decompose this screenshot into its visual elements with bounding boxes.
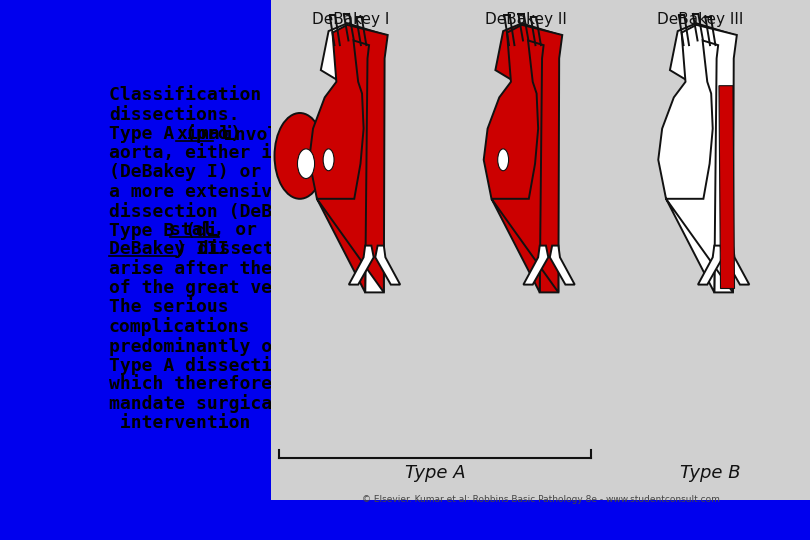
Text: DeBakey II: DeBakey II <box>484 12 567 27</box>
Text: ximal): ximal) <box>176 125 241 143</box>
Text: DeBakey I: DeBakey I <box>313 12 390 27</box>
Polygon shape <box>321 23 386 82</box>
Text: (DeBakey I) or as part of: (DeBakey I) or as part of <box>109 164 381 181</box>
Polygon shape <box>349 246 373 285</box>
Text: mandate surgical: mandate surgical <box>109 394 283 413</box>
Polygon shape <box>539 82 558 292</box>
Text: which therefore: which therefore <box>109 375 272 393</box>
Text: predominantly occur in: predominantly occur in <box>109 336 348 356</box>
Polygon shape <box>484 25 562 292</box>
Polygon shape <box>523 246 548 285</box>
Polygon shape <box>375 246 400 285</box>
Text: DeBakey III: DeBakey III <box>109 240 228 258</box>
Text: Type B (di: Type B (di <box>109 221 218 240</box>
Ellipse shape <box>323 149 334 171</box>
Polygon shape <box>670 23 735 82</box>
Text: complications: complications <box>109 318 250 336</box>
Text: dissection (DeBakey II).: dissection (DeBakey II). <box>109 202 370 221</box>
Text: aorta, either in isolation: aorta, either in isolation <box>109 144 392 162</box>
Text: © Elsevier. Kumar et al: Robbins Basic Pathology 8e - www.studentconsult.com: © Elsevier. Kumar et al: Robbins Basic P… <box>362 495 719 504</box>
Text: Type A: Type A <box>405 464 465 482</box>
Text: The serious: The serious <box>109 298 228 316</box>
Polygon shape <box>719 86 735 288</box>
Polygon shape <box>724 246 749 285</box>
Ellipse shape <box>297 149 314 179</box>
Polygon shape <box>714 82 733 292</box>
Text: Classification of: Classification of <box>109 86 294 104</box>
Text: arise after the take off: arise after the take off <box>109 260 370 278</box>
Polygon shape <box>365 82 384 292</box>
Polygon shape <box>309 25 388 292</box>
Text: Type A (pro: Type A (pro <box>109 125 228 143</box>
Text: Type B: Type B <box>680 464 740 482</box>
Ellipse shape <box>275 113 325 199</box>
Text: of the great vessels.: of the great vessels. <box>109 279 338 297</box>
Text: a more extensive: a more extensive <box>109 183 283 201</box>
Text: involves the ascending: involves the ascending <box>212 125 463 144</box>
Text: DeBakey III: DeBakey III <box>657 12 744 27</box>
Text: intervention: intervention <box>109 414 250 431</box>
Ellipse shape <box>497 149 509 171</box>
Polygon shape <box>496 23 560 82</box>
Text: stal, or: stal, or <box>170 221 257 239</box>
Polygon shape <box>550 246 575 285</box>
Polygon shape <box>698 246 723 285</box>
Text: ) dissections: ) dissections <box>176 240 318 258</box>
Polygon shape <box>659 25 737 292</box>
Text: Type A dissections,: Type A dissections, <box>109 356 316 375</box>
Text: dissections.: dissections. <box>109 106 240 124</box>
